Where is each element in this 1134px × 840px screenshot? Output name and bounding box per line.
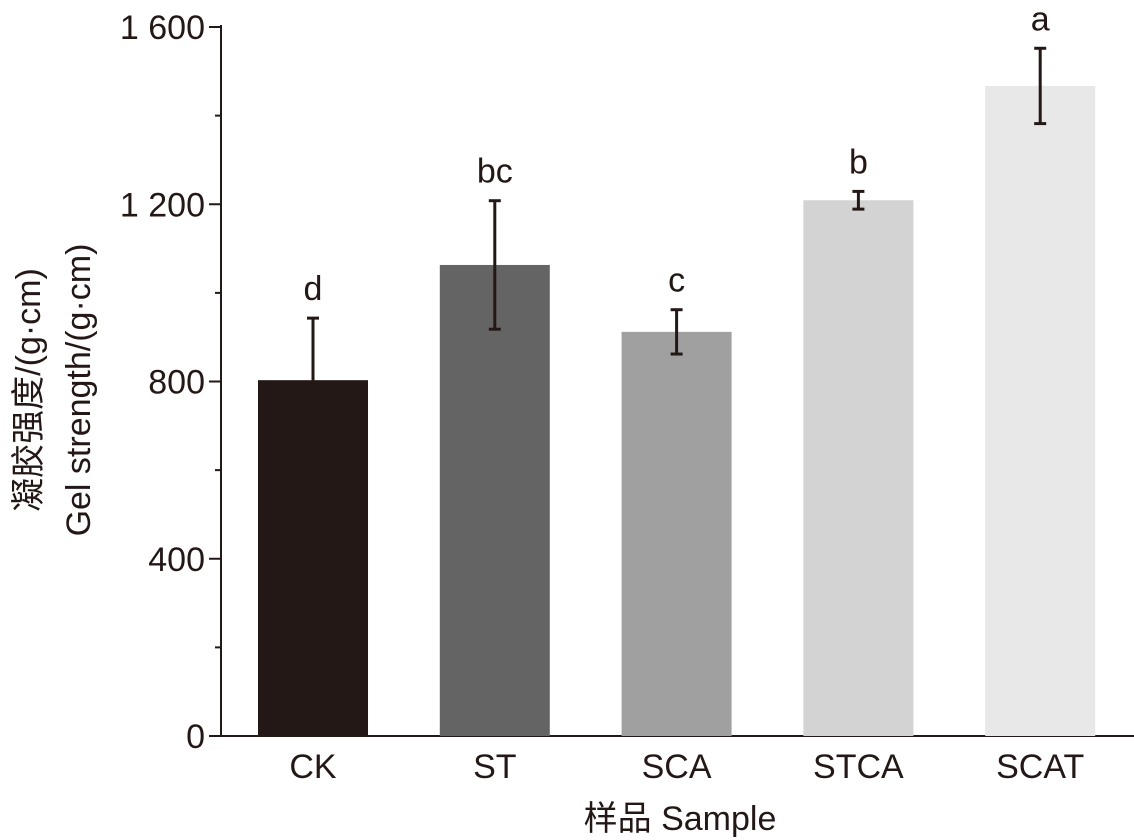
y-axis-label-cn: 凝胶强度/(g·cm) (10, 268, 48, 512)
bar-st (439, 264, 550, 736)
significance-label: bc (477, 153, 513, 191)
x-axis-label: 样品 Sample (584, 800, 777, 838)
significance-label: c (668, 262, 685, 300)
x-tick-label: SCAT (996, 748, 1084, 786)
y-axis-label-en: Gel strength/(g·cm) (60, 244, 98, 537)
x-tick-label: SCA (642, 748, 712, 786)
significance-label: d (304, 270, 323, 308)
bar-sca (621, 331, 732, 736)
bar-scat (985, 85, 1096, 737)
y-tick-label: 0 (186, 718, 205, 756)
bars: d CK bc ST c SCA b STCA a SCAT (258, 0, 1096, 786)
y-tick-label: 1 200 (120, 186, 205, 224)
x-tick-label: STCA (813, 748, 904, 786)
x-tick-label: CK (289, 748, 337, 786)
significance-label: a (1031, 0, 1050, 38)
bar-stca (803, 200, 914, 737)
significance-label: b (849, 143, 868, 181)
axes: 0 400 800 1 200 1 600 (120, 9, 1134, 756)
y-tick-label: 800 (148, 364, 205, 402)
x-tick-label: ST (473, 748, 516, 786)
y-axis-label: 凝胶强度/(g·cm) Gel strength/(g·cm) (10, 244, 98, 537)
y-tick-label: 400 (148, 541, 205, 579)
y-tick-label: 1 600 (120, 9, 205, 47)
